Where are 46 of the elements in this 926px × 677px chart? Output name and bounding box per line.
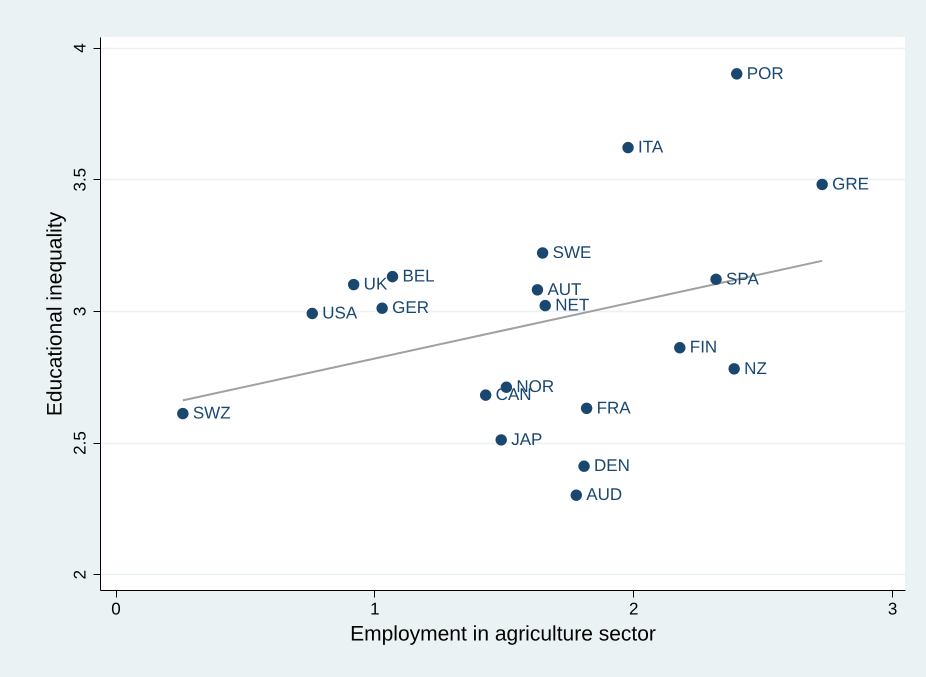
point bbox=[480, 389, 492, 401]
annotation: GER bbox=[392, 298, 429, 318]
point bbox=[376, 302, 388, 314]
annotation: FIN bbox=[690, 338, 718, 357]
x-tick-label: 0 bbox=[111, 600, 121, 618]
y-tick-label: 3 bbox=[70, 306, 90, 316]
point bbox=[496, 434, 507, 446]
annotation: USA bbox=[322, 304, 358, 322]
point bbox=[570, 490, 582, 501]
point bbox=[578, 460, 590, 472]
y-axis-title: Educational inequality bbox=[44, 211, 66, 416]
annotation: ITA bbox=[638, 138, 664, 157]
annotation: POR bbox=[746, 64, 784, 83]
annotation: JAP bbox=[511, 430, 542, 449]
annotation: BEL bbox=[402, 266, 435, 286]
point bbox=[532, 284, 544, 296]
point bbox=[816, 178, 828, 190]
annotation: DEN bbox=[594, 456, 630, 476]
annotation: UK bbox=[364, 274, 388, 294]
x-tick-label: 3 bbox=[888, 600, 898, 618]
annotation: NZ bbox=[744, 358, 767, 378]
point bbox=[674, 342, 686, 354]
annotation: FRA bbox=[596, 398, 632, 418]
point bbox=[710, 274, 722, 285]
annotation: AUD bbox=[586, 485, 622, 504]
point bbox=[536, 247, 548, 259]
x-tick-label: 1 bbox=[370, 600, 380, 618]
annotation: SWE bbox=[552, 242, 592, 262]
point bbox=[540, 300, 551, 312]
x-axis-title: Employment in agriculture sector bbox=[350, 622, 656, 646]
point bbox=[622, 142, 634, 154]
annotation: SWZ bbox=[192, 404, 231, 423]
point bbox=[386, 270, 398, 282]
x-tick-label: 2 bbox=[628, 600, 638, 618]
y-tick-label: 2.5 bbox=[70, 431, 90, 455]
point bbox=[348, 278, 360, 290]
annotation: SPA bbox=[726, 269, 760, 288]
point bbox=[728, 363, 740, 374]
point bbox=[177, 408, 189, 420]
point bbox=[731, 68, 742, 80]
y-tick-label: 2 bbox=[70, 570, 90, 580]
point bbox=[580, 402, 592, 414]
y-tick-label: 4 bbox=[70, 43, 90, 53]
y-tick-label: 3.5 bbox=[70, 168, 90, 192]
annotation: GRE bbox=[832, 174, 870, 194]
point bbox=[306, 308, 318, 320]
